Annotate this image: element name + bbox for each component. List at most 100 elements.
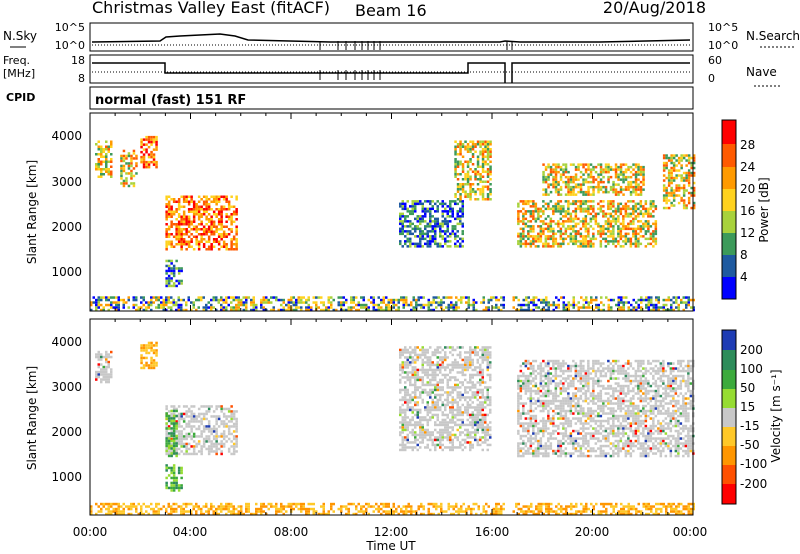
power-cell-10 (435, 296, 438, 299)
power-cell-8 (602, 180, 605, 184)
velocity-cell-6 (537, 397, 540, 400)
power-cell-5 (454, 225, 457, 228)
power-cell-2 (150, 160, 153, 164)
velocity-cell-2 (200, 412, 203, 416)
velocity-cell-2 (192, 432, 196, 436)
power-cell-10 (545, 303, 548, 307)
power-cell-10 (677, 306, 680, 309)
velocity-cell-5 (451, 398, 454, 402)
power-cell-3 (202, 228, 206, 231)
velocity-cell-5 (444, 428, 447, 432)
power-cell-6 (489, 198, 492, 201)
velocity-cell-5 (401, 446, 404, 449)
power-cell-7 (527, 225, 530, 228)
power-cell-10 (172, 298, 175, 302)
power-cell-10 (395, 298, 398, 302)
velocity-cell-5 (469, 361, 472, 364)
power-cell-6 (464, 178, 467, 181)
velocity-cell-5 (414, 436, 417, 439)
power-cell-10 (445, 306, 448, 309)
power-cell-5 (431, 240, 434, 243)
power-cell-8 (614, 165, 618, 169)
velocity-cell-1 (140, 354, 143, 357)
velocity-cell-6 (554, 372, 558, 375)
power-cell-3 (187, 200, 191, 203)
power-cell-9 (692, 181, 696, 185)
velocity-cell-2 (202, 415, 206, 418)
power-cell-7 (584, 235, 588, 238)
velocity-cell-5 (446, 436, 449, 439)
velocity-cell-5 (429, 406, 432, 409)
power-cell-7 (604, 240, 608, 243)
power-cell-10 (610, 298, 613, 302)
power-cell-9 (662, 166, 666, 170)
power-cell-7 (532, 240, 535, 243)
velocity-cell-2 (192, 447, 196, 451)
power-cell-3 (182, 228, 186, 231)
power-cell-10 (172, 303, 175, 307)
power-cell-8 (637, 183, 640, 186)
power-cell-8 (582, 190, 585, 194)
power-cell-6 (476, 155, 480, 158)
velocity-cell-5 (434, 363, 437, 367)
power-cell-8 (599, 178, 603, 181)
velocity-cell-5 (449, 386, 452, 389)
power-cell-7 (607, 220, 610, 223)
power-cell-9 (687, 181, 691, 185)
power-cell-10 (555, 303, 558, 307)
power-cell-6 (466, 180, 470, 183)
power-cell-9 (677, 189, 681, 192)
power-cell-9 (682, 201, 686, 205)
power-cell-9 (665, 176, 668, 180)
velocity-cell-5 (469, 413, 472, 417)
velocity-cell-6 (547, 432, 550, 435)
velocity-cell-5 (466, 368, 469, 372)
velocity-cell-5 (466, 396, 469, 399)
velocity-cell-3 (167, 442, 171, 445)
power-cell-2 (155, 165, 158, 169)
velocity-cell-5 (414, 346, 417, 349)
power-cell-6 (461, 185, 465, 188)
power-cell-9 (672, 154, 676, 157)
power-cell-7 (594, 222, 598, 226)
velocity-cell-5 (484, 356, 487, 359)
power-cell-7 (567, 242, 570, 246)
power-cell-1 (127, 154, 131, 158)
power-cell-10 (687, 298, 690, 302)
power-cell-2 (152, 148, 156, 151)
power-cell-3 (225, 220, 228, 223)
power-cell-10 (607, 308, 610, 312)
velocity-cell-2 (222, 420, 226, 423)
power-cell-7 (602, 230, 605, 233)
velocity-cell-0 (107, 353, 110, 356)
velocity-cell-5 (426, 443, 429, 447)
velocity-cell-2 (180, 432, 183, 436)
power-cell-6 (459, 188, 462, 191)
velocity-cell-4 (165, 469, 168, 472)
power-cell-7 (599, 225, 603, 228)
velocity-cell-5 (414, 368, 417, 372)
power-cell-10 (405, 303, 408, 307)
power-cell-10 (635, 301, 638, 304)
power-cell-3 (185, 195, 188, 198)
velocity-cell-1 (155, 349, 158, 352)
velocity-cell-6 (542, 404, 545, 408)
power-cell-10 (460, 296, 463, 299)
power-cell-9 (665, 199, 668, 202)
power-cell-8 (629, 180, 633, 184)
velocity-cell-5 (471, 386, 474, 389)
power-cell-3 (190, 228, 193, 231)
power-cell-6 (469, 188, 472, 191)
power-cell-6 (456, 183, 460, 186)
velocity-cell-5 (404, 416, 407, 419)
power-cell-7 (654, 225, 658, 228)
velocity-cell-2 (217, 447, 221, 451)
velocity-cell-6 (524, 434, 528, 438)
power-cell-2 (142, 155, 146, 159)
velocity-cell-6 (549, 434, 553, 438)
velocity-cell-5 (449, 411, 452, 414)
power-cell-3 (210, 200, 213, 203)
power-cell-4 (167, 269, 171, 273)
power-cell-0 (100, 163, 103, 166)
power-cell-4 (175, 279, 178, 283)
